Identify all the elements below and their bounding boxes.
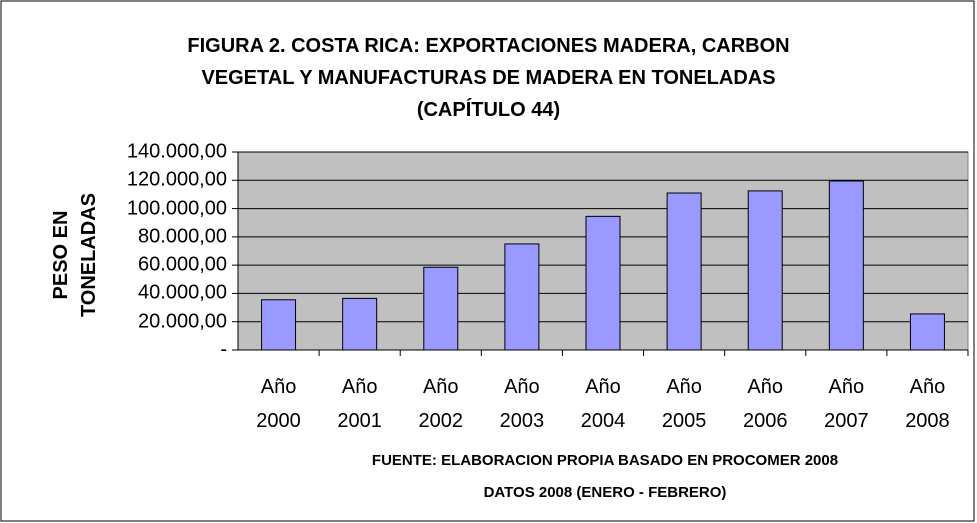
y-axis-label: PESO EN TONELADAS [50, 192, 100, 318]
bar [747, 190, 783, 351]
chart-title: FIGURA 2. COSTA RICA: EXPORTACIONES MADE… [187, 35, 790, 121]
x-tick-label: Año 2007 [824, 376, 869, 432]
x-tick-label: Año 2006 [742, 376, 788, 432]
x-tick-label: Año 2003 [499, 376, 545, 432]
x-tick-label: Año 2002 [418, 376, 464, 432]
x-tick-label: Año 2005 [661, 376, 707, 432]
y-tick-label: 120.000,00 [126, 168, 227, 191]
y-tick-label: 80.000,00 [138, 225, 227, 248]
y-tick-label: 140.000,00 [126, 140, 227, 163]
bar [909, 313, 945, 351]
bar [261, 299, 297, 351]
y-tick-label: 20.000,00 [138, 310, 227, 333]
bar [504, 243, 540, 351]
y-tick-label: 100.000,00 [126, 197, 227, 220]
source-note: FUENTE: ELABORACION PROPIA BASADO EN PRO… [371, 452, 839, 469]
y-tick-label: - [220, 338, 227, 361]
data-note: DATOS 2008 (ENERO - FEBRERO) [483, 484, 727, 501]
x-tick-label: Año 2004 [580, 376, 626, 432]
x-tick-label: Año 2000 [256, 376, 301, 432]
bar [342, 297, 378, 351]
y-tick-label: 40.000,00 [138, 281, 227, 304]
y-tick-label: 60.000,00 [138, 253, 227, 276]
x-tick-label: Año 2001 [337, 376, 382, 432]
bar [585, 215, 621, 351]
bar [828, 180, 864, 351]
x-tick-label: Año 2008 [905, 376, 950, 432]
bar [423, 266, 459, 351]
bar [666, 192, 702, 351]
